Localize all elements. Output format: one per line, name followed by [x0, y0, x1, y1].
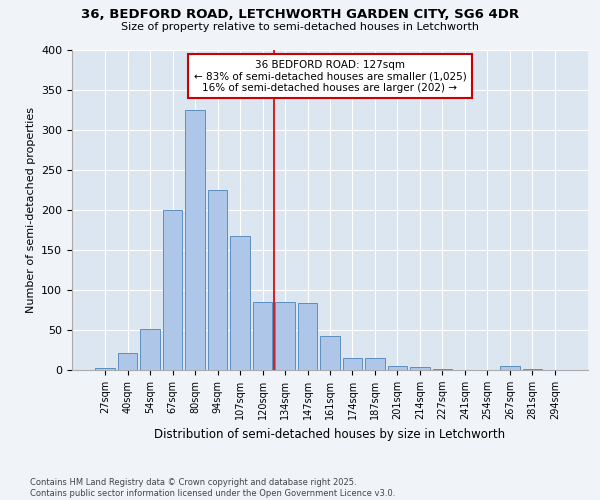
Bar — [140, 329, 160, 370]
Bar — [388, 366, 407, 370]
X-axis label: Distribution of semi-detached houses by size in Letchworth: Distribution of semi-detached houses by … — [154, 428, 506, 440]
Bar — [500, 366, 520, 370]
Bar — [118, 353, 137, 370]
Text: 36, BEDFORD ROAD, LETCHWORTH GARDEN CITY, SG6 4DR: 36, BEDFORD ROAD, LETCHWORTH GARDEN CITY… — [81, 8, 519, 20]
Bar — [365, 358, 385, 370]
Bar — [523, 369, 542, 370]
Bar — [95, 368, 115, 370]
Bar — [230, 236, 250, 370]
Text: Size of property relative to semi-detached houses in Letchworth: Size of property relative to semi-detach… — [121, 22, 479, 32]
Text: 36 BEDFORD ROAD: 127sqm
← 83% of semi-detached houses are smaller (1,025)
16% of: 36 BEDFORD ROAD: 127sqm ← 83% of semi-de… — [194, 60, 466, 93]
Bar — [163, 210, 182, 370]
Bar — [275, 302, 295, 370]
Bar — [433, 369, 452, 370]
Bar — [320, 336, 340, 370]
Bar — [253, 302, 272, 370]
Bar — [208, 190, 227, 370]
Bar — [185, 110, 205, 370]
Bar — [343, 358, 362, 370]
Bar — [298, 303, 317, 370]
Bar — [410, 367, 430, 370]
Y-axis label: Number of semi-detached properties: Number of semi-detached properties — [26, 107, 35, 313]
Text: Contains HM Land Registry data © Crown copyright and database right 2025.
Contai: Contains HM Land Registry data © Crown c… — [30, 478, 395, 498]
